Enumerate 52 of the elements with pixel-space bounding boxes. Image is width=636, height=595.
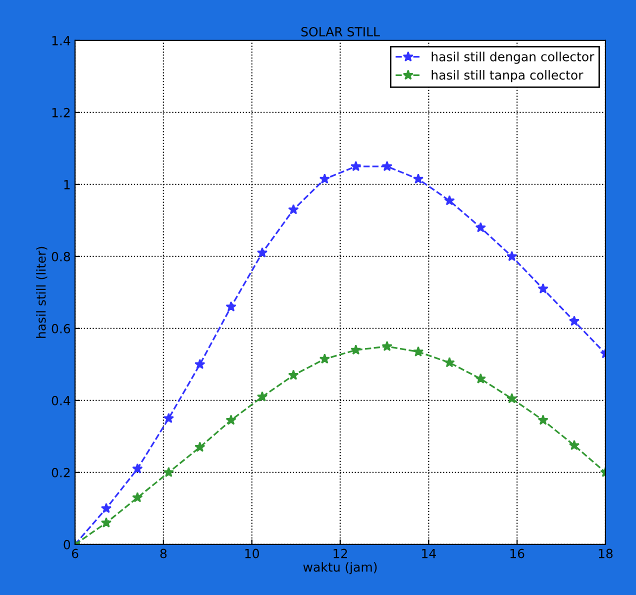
- point: [100, 517, 112, 528]
- point: [568, 440, 580, 450]
- point: [226, 301, 236, 312]
- point: [319, 173, 330, 184]
- y-tick-label: 1.2: [52, 108, 70, 118]
- point: [132, 492, 143, 502]
- point: [194, 442, 206, 452]
- point: [226, 414, 236, 425]
- x-tick-label: 18: [598, 548, 613, 558]
- point: [163, 412, 174, 424]
- x-tick-label: 14: [422, 548, 436, 558]
- point: [444, 195, 455, 206]
- point: [382, 160, 392, 172]
- point: [382, 340, 392, 352]
- point: [475, 222, 486, 232]
- point: [412, 346, 424, 356]
- point: [538, 283, 548, 294]
- x-tick-label: 6: [72, 548, 78, 558]
- x-tick-label: 16: [510, 548, 524, 558]
- x-tick-label: 10: [245, 548, 259, 558]
- point: [506, 250, 518, 262]
- y-tick-label: 0.4: [52, 396, 70, 406]
- y-tick-label: 0.2: [52, 468, 70, 478]
- point: [444, 357, 455, 368]
- point: [475, 373, 486, 384]
- x-tick-label: 8: [160, 548, 167, 558]
- point: [163, 466, 174, 478]
- point: [412, 173, 424, 184]
- point: [350, 344, 362, 355]
- y-tick-label: 1: [64, 180, 70, 190]
- point: [194, 358, 206, 370]
- chart-title: SOLAR STILL: [301, 27, 380, 36]
- point: [538, 414, 548, 425]
- point: [568, 316, 580, 326]
- legend-label: hasil still dengan collector: [432, 52, 594, 64]
- point: [256, 391, 268, 402]
- point: [132, 463, 143, 474]
- point: [506, 393, 518, 404]
- point: [319, 353, 330, 364]
- y-axis-title: hasil still (liter): [36, 246, 48, 338]
- y-tick-label: 0: [64, 540, 70, 550]
- x-tick-label: 12: [334, 548, 347, 558]
- y-tick-label: 0.8: [52, 252, 70, 262]
- legend-label: hasil still tanpa collector: [432, 70, 584, 82]
- point: [288, 370, 299, 380]
- point: [100, 502, 112, 514]
- point: [256, 247, 268, 258]
- x-axis-title: waktu (jam): [303, 562, 377, 574]
- y-tick-label: 1.4: [52, 36, 70, 46]
- point: [350, 160, 362, 172]
- point: [288, 204, 299, 214]
- y-tick-label: 0.6: [52, 324, 70, 334]
